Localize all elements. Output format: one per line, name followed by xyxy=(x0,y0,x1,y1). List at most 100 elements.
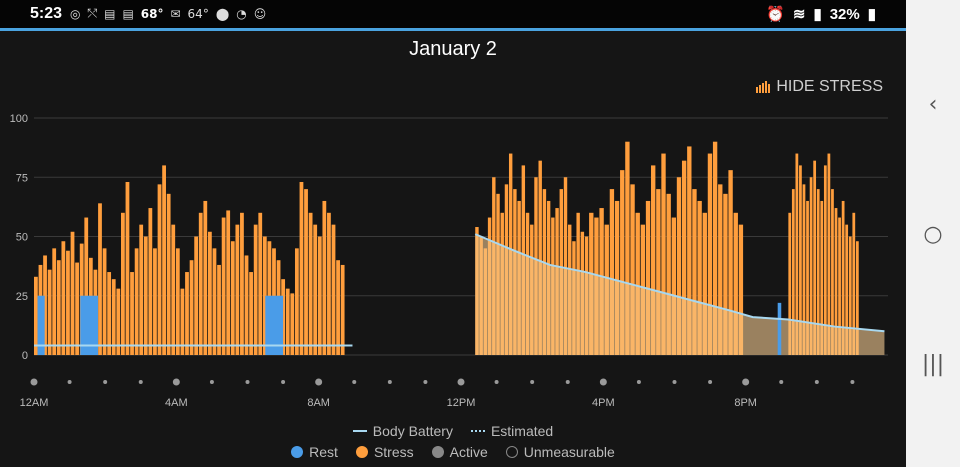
stress-bar xyxy=(116,288,121,355)
stress-bar xyxy=(285,288,290,355)
timeline-dot xyxy=(67,380,72,384)
stress-bar xyxy=(718,184,723,355)
stress-bar xyxy=(253,224,258,355)
stress-bar xyxy=(799,165,802,355)
stress-bar xyxy=(226,210,231,355)
stress-bar xyxy=(702,212,707,355)
stress-bar xyxy=(671,217,677,355)
rest-bar xyxy=(37,295,45,355)
wifi-icon: ≋ xyxy=(792,6,806,23)
stress-bar xyxy=(733,212,738,355)
stress-bar xyxy=(336,260,340,355)
timeline-dot xyxy=(779,380,784,384)
stress-bar xyxy=(299,181,304,355)
stress-bar xyxy=(614,200,620,355)
hide-stress-button[interactable]: HIDE STRESS xyxy=(756,78,883,96)
timeline-dot xyxy=(423,380,428,384)
stress-bar xyxy=(661,153,666,355)
legend-active: Active xyxy=(431,444,488,460)
x-tick-label: 4AM xyxy=(165,397,188,409)
stress-bar xyxy=(235,224,240,355)
timeline-dot xyxy=(103,380,108,384)
stress-bar xyxy=(139,224,144,355)
stress-bar xyxy=(84,217,89,355)
stress-bar xyxy=(651,165,656,355)
stress-bar xyxy=(185,272,189,355)
stress-bar xyxy=(111,279,116,355)
home-icon[interactable]: ○ xyxy=(923,222,943,247)
stress-bar xyxy=(813,160,817,355)
stress-bar xyxy=(294,248,299,355)
legend-unmeasurable: Unmeasurable xyxy=(505,444,615,460)
stress-bar xyxy=(262,236,267,355)
legend-active-label: Active xyxy=(449,444,488,460)
timeline-dot xyxy=(708,380,713,384)
news-icon-2: ▤ xyxy=(122,6,134,21)
stress-bar xyxy=(827,153,831,355)
legend-body-battery: Body Battery xyxy=(352,423,453,439)
stress-bar xyxy=(258,212,263,355)
stress-bar xyxy=(707,153,713,355)
stress-bar xyxy=(838,217,841,355)
timeline-dot xyxy=(850,380,855,384)
stress-bar xyxy=(855,241,859,355)
battery-icon: ▮ xyxy=(867,6,876,23)
stress-bar xyxy=(194,236,199,355)
status-time: 5:23 xyxy=(30,5,63,22)
news-icon: ▤ xyxy=(104,6,116,21)
stress-bar xyxy=(120,212,125,355)
stress-bar xyxy=(162,165,166,355)
recents-icon[interactable]: ||| xyxy=(921,352,945,377)
stress-bar xyxy=(125,181,130,355)
stress-bar xyxy=(198,212,203,355)
legend-body-battery-label: Body Battery xyxy=(372,423,453,439)
stress-bar xyxy=(148,208,153,355)
timeline-dot xyxy=(209,380,214,384)
stress-bar xyxy=(281,279,286,355)
stress-bar xyxy=(70,231,75,355)
legend-rest-label: Rest xyxy=(309,444,338,460)
stress-bar xyxy=(802,184,806,355)
smile-icon: ☺ xyxy=(253,6,267,21)
x-tick-label: 4PM xyxy=(592,397,615,409)
body-battery-area xyxy=(475,234,885,355)
stress-bar xyxy=(212,248,217,355)
body-battery-swatch xyxy=(352,430,367,432)
y-tick-label: 75 xyxy=(16,172,28,184)
timeline-dot xyxy=(172,378,180,386)
rest-bar xyxy=(265,295,284,355)
notification-icons: ◎ ⤲ ▤ ▤ 68° ✉ 64° ⬤ ◔ ☺ xyxy=(70,6,266,21)
x-tick-label: 12PM xyxy=(447,397,476,409)
rest-swatch xyxy=(291,446,304,458)
legend-estimated: Estimated xyxy=(470,423,553,439)
y-tick-label: 25 xyxy=(16,291,28,303)
stress-bar xyxy=(331,224,336,355)
stress-bar xyxy=(845,224,849,355)
stress-bar xyxy=(738,224,744,355)
stress-bar xyxy=(134,248,139,355)
stress-bar xyxy=(806,200,809,355)
stress-bar xyxy=(340,264,345,355)
location-icon: ⬤ xyxy=(215,6,230,21)
stress-bar xyxy=(692,189,697,355)
stress-bar xyxy=(620,170,625,355)
rest-bar xyxy=(80,295,99,355)
stress-bar xyxy=(656,189,661,355)
status-right: ⏰ ≋ ▮ 32% ▮ xyxy=(766,5,876,24)
y-tick-label: 100 xyxy=(10,113,28,125)
stress-bar xyxy=(249,272,253,355)
stress-bar xyxy=(625,141,630,355)
back-icon[interactable]: ‹ xyxy=(928,92,938,117)
timeline-dot xyxy=(494,380,499,384)
stress-swatch xyxy=(355,446,368,458)
timeline-dot xyxy=(315,378,323,386)
x-tick-label: 8PM xyxy=(734,397,757,409)
stress-bar xyxy=(66,250,70,355)
legend-rest: Rest xyxy=(291,444,338,460)
stress-bar xyxy=(723,193,728,355)
timeline-dot xyxy=(599,378,607,386)
stress-bar xyxy=(304,189,308,355)
stress-bar xyxy=(609,189,615,355)
hide-stress-label: HIDE STRESS xyxy=(776,78,883,95)
timeline-dot xyxy=(672,380,677,384)
